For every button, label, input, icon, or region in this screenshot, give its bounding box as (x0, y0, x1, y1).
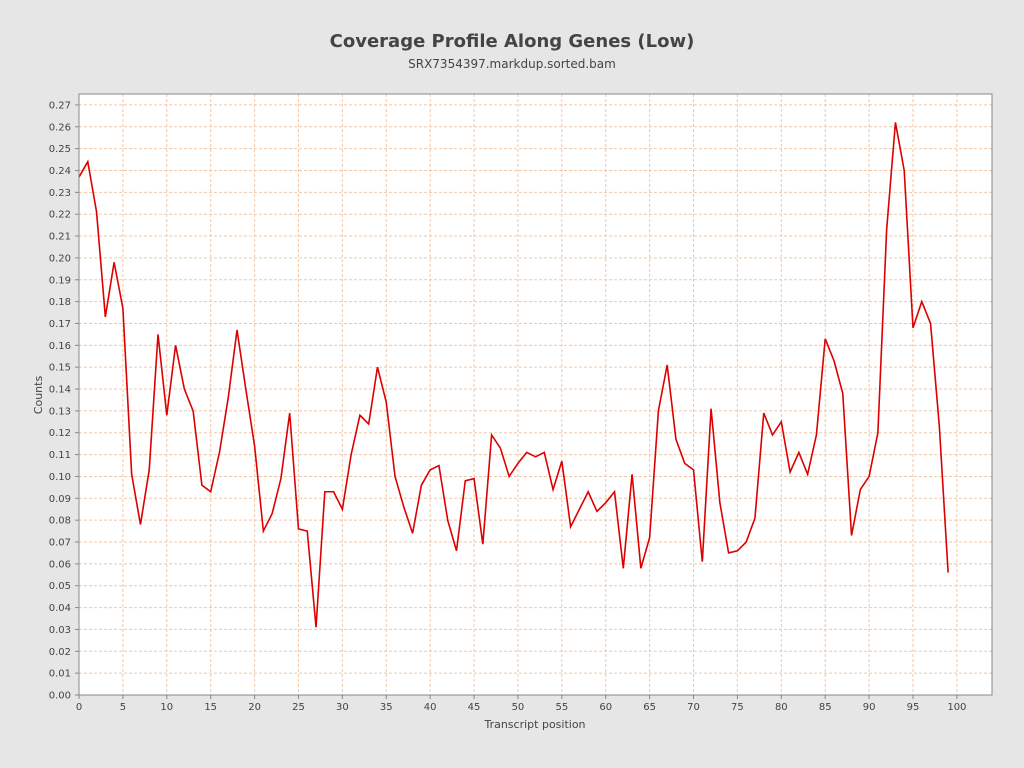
x-tick-label: 85 (819, 702, 832, 713)
y-tick-label: 0.20 (49, 253, 71, 264)
y-tick-label: 0.01 (49, 669, 71, 680)
series-line (78, 122, 949, 628)
x-tick-label: 15 (204, 702, 217, 713)
y-tick-label: 0.15 (49, 363, 71, 374)
chart-title: Coverage Profile Along Genes (Low) (329, 31, 695, 52)
x-tick-label: 5 (120, 702, 126, 713)
y-tick-label: 0.00 (49, 691, 71, 702)
plot-area (79, 94, 992, 695)
x-tick-label: 80 (775, 702, 788, 713)
y-tick-label: 0.11 (49, 450, 71, 461)
x-tick-label: 45 (468, 702, 481, 713)
y-tick-label: 0.12 (49, 428, 71, 439)
y-tick-label: 0.23 (49, 188, 71, 199)
x-axis-label: Transcript position (483, 718, 585, 731)
y-tick-label: 0.27 (49, 100, 71, 111)
y-tick-label: 0.18 (49, 297, 71, 308)
y-tick-label: 0.24 (49, 166, 71, 177)
y-tick-label: 0.04 (49, 603, 71, 614)
y-tick-label: 0.17 (49, 319, 71, 330)
ticks: 0.00 0.01 0.02 0.03 0.04 0.05 0.06 0.07 0.08 0.09… (49, 100, 967, 713)
y-tick-label: 0.08 (49, 516, 71, 527)
plot-frame (78, 93, 993, 696)
x-tick-label: 95 (907, 702, 920, 713)
chart-subtitle: SRX7354397.markdup.sorted.bam (408, 57, 616, 71)
y-tick-label: 0.03 (49, 625, 71, 636)
y-tick-label: 0.26 (49, 122, 71, 133)
x-tick-label: 25 (292, 702, 305, 713)
x-tick-label: 35 (380, 702, 393, 713)
y-tick-label: 0.14 (49, 385, 71, 396)
x-tick-label: 55 (555, 702, 568, 713)
y-tick-label: 0.07 (49, 538, 71, 549)
x-tick-label: 100 (947, 702, 966, 713)
y-tick-label: 0.10 (49, 472, 71, 483)
x-tick-label: 30 (336, 702, 349, 713)
y-tick-label: 0.05 (49, 581, 71, 592)
x-tick-label: 75 (731, 702, 744, 713)
x-tick-label: 90 (863, 702, 876, 713)
y-tick-label: 0.16 (49, 341, 71, 352)
y-axis-label: Counts (32, 376, 45, 415)
y-tick-label: 0.06 (49, 559, 71, 570)
x-tick-label: 0 (76, 702, 82, 713)
y-tick-label: 0.09 (49, 494, 71, 505)
x-tick-label: 40 (424, 702, 437, 713)
grid (78, 94, 992, 696)
y-tick-label: 0.13 (49, 406, 71, 417)
y-tick-label: 0.02 (49, 647, 71, 658)
x-tick-label: 60 (599, 702, 612, 713)
y-tick-label: 0.25 (49, 144, 71, 155)
x-tick-label: 10 (160, 702, 173, 713)
x-tick-label: 70 (687, 702, 700, 713)
x-tick-label: 20 (248, 702, 261, 713)
y-tick-label: 0.19 (49, 275, 71, 286)
y-tick-label: 0.22 (49, 210, 71, 221)
y-tick-label: 0.21 (49, 232, 71, 243)
x-tick-label: 65 (643, 702, 656, 713)
x-tick-label: 50 (512, 702, 525, 713)
